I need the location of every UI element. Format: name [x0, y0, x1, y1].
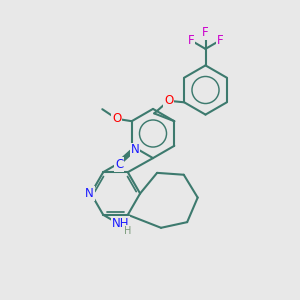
Text: F: F: [217, 34, 223, 47]
Text: H: H: [124, 226, 131, 236]
Text: O: O: [164, 94, 173, 107]
Text: F: F: [202, 26, 209, 39]
Text: C: C: [115, 158, 124, 171]
Text: O: O: [112, 112, 121, 125]
Text: F: F: [188, 34, 194, 47]
Text: NH: NH: [112, 217, 129, 230]
Text: N: N: [130, 143, 140, 157]
Text: N: N: [85, 187, 94, 200]
